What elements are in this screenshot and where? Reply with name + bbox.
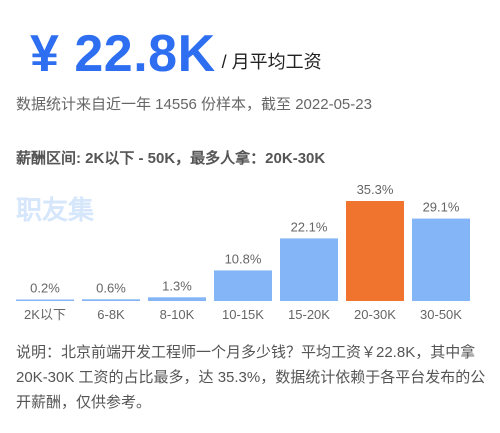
bar-2 [148, 297, 206, 301]
watermark-logo: 职友集 [16, 195, 95, 225]
bar-1 [82, 299, 140, 301]
description: 说明：北京前端开发工程师一个月多少钱？平均工资￥22.8K，其中拿 20K-30… [16, 344, 486, 411]
bar-value-label: 10.8% [225, 251, 262, 266]
headline: ¥ 22.8K / 月平均工资 [30, 8, 322, 80]
bar-4 [280, 238, 338, 301]
average-salary: ¥ 22.8K [30, 25, 216, 83]
category-label: 8-10K [160, 307, 195, 322]
salary-unit: / 月平均工资 [221, 52, 322, 72]
category-label: 30-50K [420, 307, 462, 322]
bar-value-label: 22.1% [291, 219, 328, 234]
category-label: 6-8K [97, 307, 125, 322]
bar-3 [214, 270, 272, 301]
category-label: 2K以下 [24, 307, 66, 322]
bar-0 [16, 299, 74, 301]
bar-6 [412, 218, 470, 301]
salary-range: 薪酬区间: 2K以下 - 50K，最多人拿：20K-30K [16, 150, 326, 167]
bar-value-label: 35.3% [357, 182, 394, 197]
category-label: 20-30K [354, 307, 396, 322]
bar-value-label: 29.1% [423, 200, 460, 215]
category-label: 15-20K [288, 307, 330, 322]
bar-value-label: 0.2% [30, 281, 60, 296]
bar-5 [346, 201, 404, 301]
bar-value-label: 1.3% [162, 278, 192, 293]
sample-source: 数据统计来自近一年 14556 份样本，截至 2022-05-23 [16, 96, 372, 113]
bar-value-label: 0.6% [96, 280, 126, 295]
salary-distribution-chart: 0.2% 2K以下 0.6% 6-8K 1.3% 8-10K 10.8% 10-15K 22.1… [16, 182, 470, 322]
category-label: 10-15K [222, 307, 264, 322]
